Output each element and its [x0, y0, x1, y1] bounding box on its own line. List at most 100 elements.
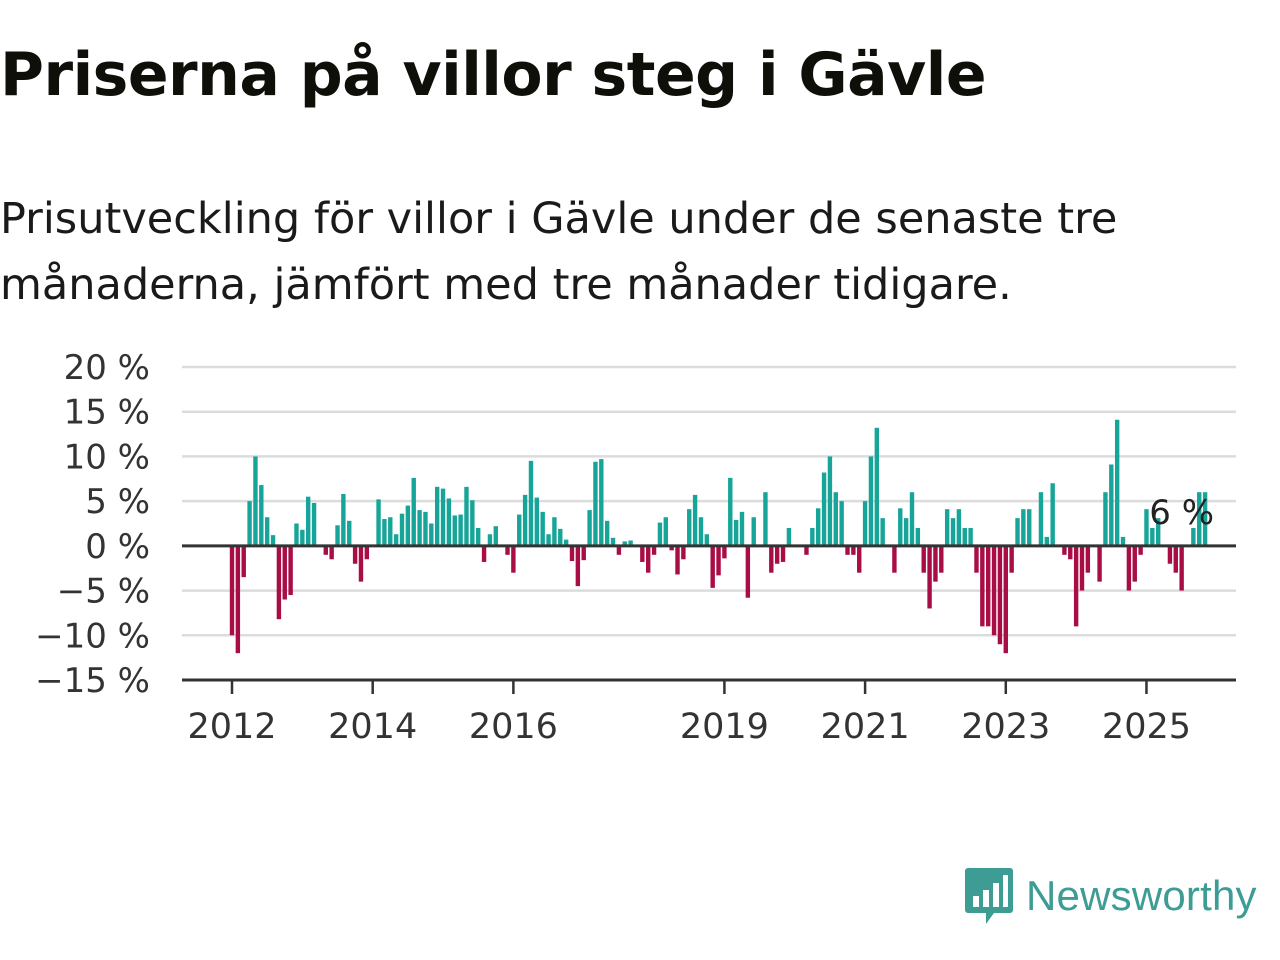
- bar: [241, 545, 246, 578]
- bar: [505, 545, 510, 555]
- latest-value-label: 6 %: [1149, 493, 1214, 533]
- bar: [288, 545, 293, 596]
- bar: [816, 508, 821, 546]
- bar: [1132, 545, 1137, 582]
- bar-chart: 20 %15 %10 %5 %0 %−5 %−10 %−15 % 2012 201…: [35, 348, 1236, 747]
- bar: [774, 545, 780, 564]
- bar: [909, 492, 915, 546]
- bar: [1027, 509, 1032, 546]
- bar: [458, 514, 463, 546]
- bar: [1085, 545, 1091, 573]
- bar: [434, 486, 440, 546]
- bar: [528, 460, 534, 546]
- bar: [388, 517, 393, 546]
- bar: [587, 510, 592, 546]
- bar: [411, 477, 416, 546]
- y-tick-label: −10 %: [35, 616, 150, 656]
- bar: [1050, 483, 1055, 546]
- bar: [628, 540, 633, 546]
- bar: [247, 501, 252, 546]
- x-tick-label: 2019: [680, 707, 769, 747]
- bar: [323, 545, 328, 555]
- bar: [675, 545, 680, 575]
- bar: [1062, 545, 1067, 555]
- bar: [962, 527, 967, 546]
- bar: [763, 492, 768, 546]
- bar: [898, 508, 903, 546]
- y-tick-label: 10 %: [64, 437, 150, 477]
- bar: [522, 494, 528, 546]
- bar: [956, 509, 962, 546]
- bar: [915, 527, 921, 546]
- bar: [751, 517, 756, 546]
- bar: [253, 456, 258, 546]
- bar: [1079, 545, 1085, 591]
- bar: [1114, 419, 1120, 546]
- bar: [229, 545, 235, 636]
- bar: [405, 505, 411, 546]
- bar: [558, 528, 563, 546]
- bar: [780, 545, 786, 562]
- x-tick-label: 2012: [187, 707, 276, 747]
- bar: [563, 539, 569, 546]
- bar: [845, 545, 850, 555]
- bar: [487, 534, 493, 546]
- bar: [1103, 492, 1108, 546]
- bar: [997, 545, 1003, 645]
- bar: [294, 523, 299, 546]
- chart-title: Priserna på villor steg i Gävle: [0, 40, 987, 110]
- bar: [306, 496, 311, 546]
- bar: [347, 520, 352, 546]
- y-tick-label: 0 %: [85, 527, 150, 567]
- bar: [939, 545, 944, 573]
- y-tick-label: 5 %: [85, 482, 150, 522]
- bar: [1109, 464, 1114, 546]
- bar: [1173, 545, 1178, 573]
- bar: [335, 525, 340, 546]
- bar: [745, 545, 751, 598]
- bar: [1202, 492, 1208, 546]
- bar: [728, 477, 733, 546]
- bar: [804, 545, 809, 555]
- bar: [933, 545, 938, 582]
- bar: [1197, 492, 1202, 546]
- bar: [1179, 545, 1184, 591]
- bar: [622, 541, 627, 546]
- bar: [968, 527, 973, 546]
- bar: [991, 545, 997, 636]
- y-tick-label: 20 %: [64, 348, 150, 388]
- bar: [827, 456, 833, 546]
- bar: [446, 498, 452, 546]
- bar: [950, 518, 956, 546]
- bar: [1097, 545, 1102, 582]
- bar: [892, 545, 897, 573]
- bar: [599, 459, 604, 546]
- bar: [300, 529, 305, 546]
- bar: [569, 545, 575, 562]
- bar: [517, 514, 522, 546]
- bar: [470, 500, 475, 546]
- x-axis-tick-labels: 2012 2014 2016 2019 2021 2023 2025: [187, 680, 1191, 747]
- bar: [1191, 527, 1196, 546]
- bar: [821, 472, 827, 546]
- bar: [710, 545, 715, 588]
- y-tick-label: 15 %: [64, 393, 150, 433]
- bar: [1120, 536, 1126, 546]
- bar: [874, 427, 880, 546]
- bar: [944, 509, 950, 546]
- newsworthy-logo: Newsworthy: [964, 864, 1257, 928]
- bar: [786, 527, 792, 546]
- bar: [868, 456, 874, 546]
- bar: [669, 545, 674, 551]
- bar: [657, 522, 663, 546]
- bar: [716, 545, 721, 576]
- y-tick-label: −5 %: [57, 572, 150, 612]
- bar: [575, 545, 581, 587]
- bar: [382, 519, 387, 546]
- bar: [985, 545, 991, 627]
- bar: [1138, 545, 1143, 555]
- bar: [1126, 545, 1132, 591]
- bar: [663, 517, 668, 546]
- x-tick-label: 2023: [961, 707, 1050, 747]
- bar: [311, 502, 317, 546]
